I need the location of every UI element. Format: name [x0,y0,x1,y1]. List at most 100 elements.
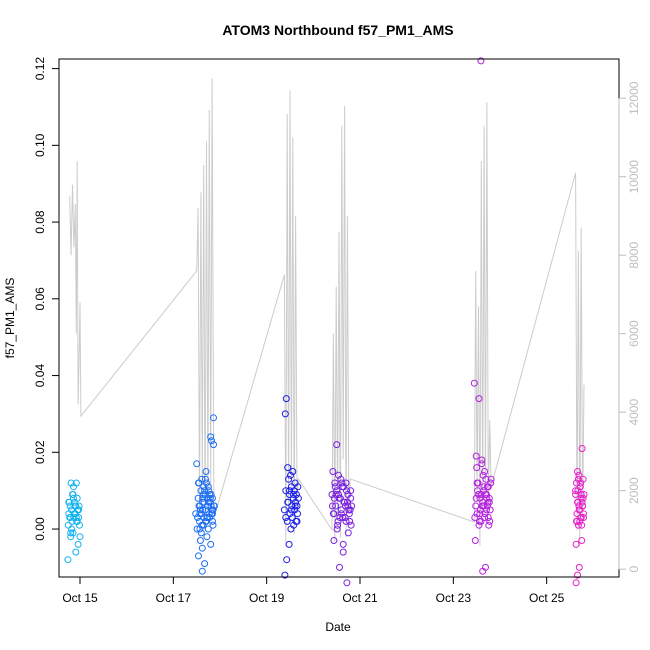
x-axis: Oct 15 Oct 17 Oct 19 Oct 21 Oct 23 Oct 25 [62,576,565,605]
data-point [472,502,480,510]
data-point [284,464,292,472]
data-point [76,521,83,529]
x-tick-label: Oct 25 [529,591,565,605]
data-point [205,487,213,495]
data-point [342,502,349,510]
data-point [206,491,214,498]
x-tick-label: Oct 21 [342,591,378,605]
data-point [344,529,352,537]
data-point [481,468,489,475]
data-point [72,479,80,487]
y-tick-label: 0.10 [33,133,47,157]
data-point [575,563,583,571]
data-point [210,414,217,422]
data-point [196,506,204,514]
x-axis-label: Date [325,620,351,634]
data-point [484,483,492,491]
scatter-points [64,57,588,587]
data-point [76,533,84,541]
data-point [579,475,587,483]
data-point [286,487,293,495]
data-point [75,502,83,510]
data-point [574,498,581,506]
data-point [573,517,580,525]
series-4 [328,441,356,587]
data-point [473,464,481,472]
data-point [195,502,203,510]
data-point [572,487,580,495]
data-point [330,537,338,544]
data-point [206,494,214,502]
data-point [481,514,489,521]
data-point [341,514,349,521]
altitude-line [69,78,585,546]
data-point [203,533,211,541]
y-axis-label: f57_PM1_AMS [3,278,17,359]
data-point [340,483,348,491]
data-point [280,506,288,514]
data-point [575,502,583,510]
data-point [202,517,209,525]
data-point [576,517,584,525]
data-point [75,506,83,514]
secondary-tick-label: 2000 [627,477,641,504]
data-point [70,510,78,518]
data-point [207,502,215,510]
y-tick-label: 0.00 [33,517,47,541]
data-point [347,521,355,529]
x-tick-label: Oct 17 [156,591,192,605]
data-point [473,479,481,487]
series-1 [64,479,84,564]
data-point [200,498,208,506]
data-point [210,441,217,449]
data-point [198,567,206,575]
data-point [471,537,479,544]
data-point [577,491,585,498]
data-point [334,521,342,529]
data-point [477,491,485,498]
data-point [485,494,493,502]
data-point [207,433,215,441]
data-point [337,510,345,518]
data-point [345,510,353,518]
data-point [475,521,483,529]
data-point [205,498,213,506]
data-point [329,502,336,510]
data-point [577,514,585,521]
data-point [574,468,581,475]
data-point [65,498,73,506]
data-point [346,506,354,514]
data-point [342,517,350,525]
data-point [330,510,338,518]
secondary-tick-label: 10000 [627,160,641,194]
data-point [282,395,290,403]
data-point [196,525,204,533]
data-point [574,521,582,529]
y-tick-label: 0.12 [33,57,47,81]
data-point [194,514,202,521]
data-point [477,57,485,65]
data-point [573,479,580,487]
data-point [333,441,341,449]
data-point [208,437,216,445]
data-point [290,487,298,495]
data-point [343,579,351,587]
data-point [283,556,291,564]
data-point [578,445,586,452]
data-point [69,529,77,537]
data-point [282,487,290,495]
data-point [68,525,76,533]
data-point [293,517,301,525]
data-point [209,506,217,514]
data-point [73,517,81,525]
data-point [483,494,491,502]
data-point [289,468,297,475]
data-point [483,506,490,514]
data-point [196,537,204,544]
data-point [197,529,205,537]
data-point [69,491,77,498]
data-point [70,494,77,502]
data-point [201,487,209,495]
data-point [574,571,581,579]
data-point [64,521,72,529]
